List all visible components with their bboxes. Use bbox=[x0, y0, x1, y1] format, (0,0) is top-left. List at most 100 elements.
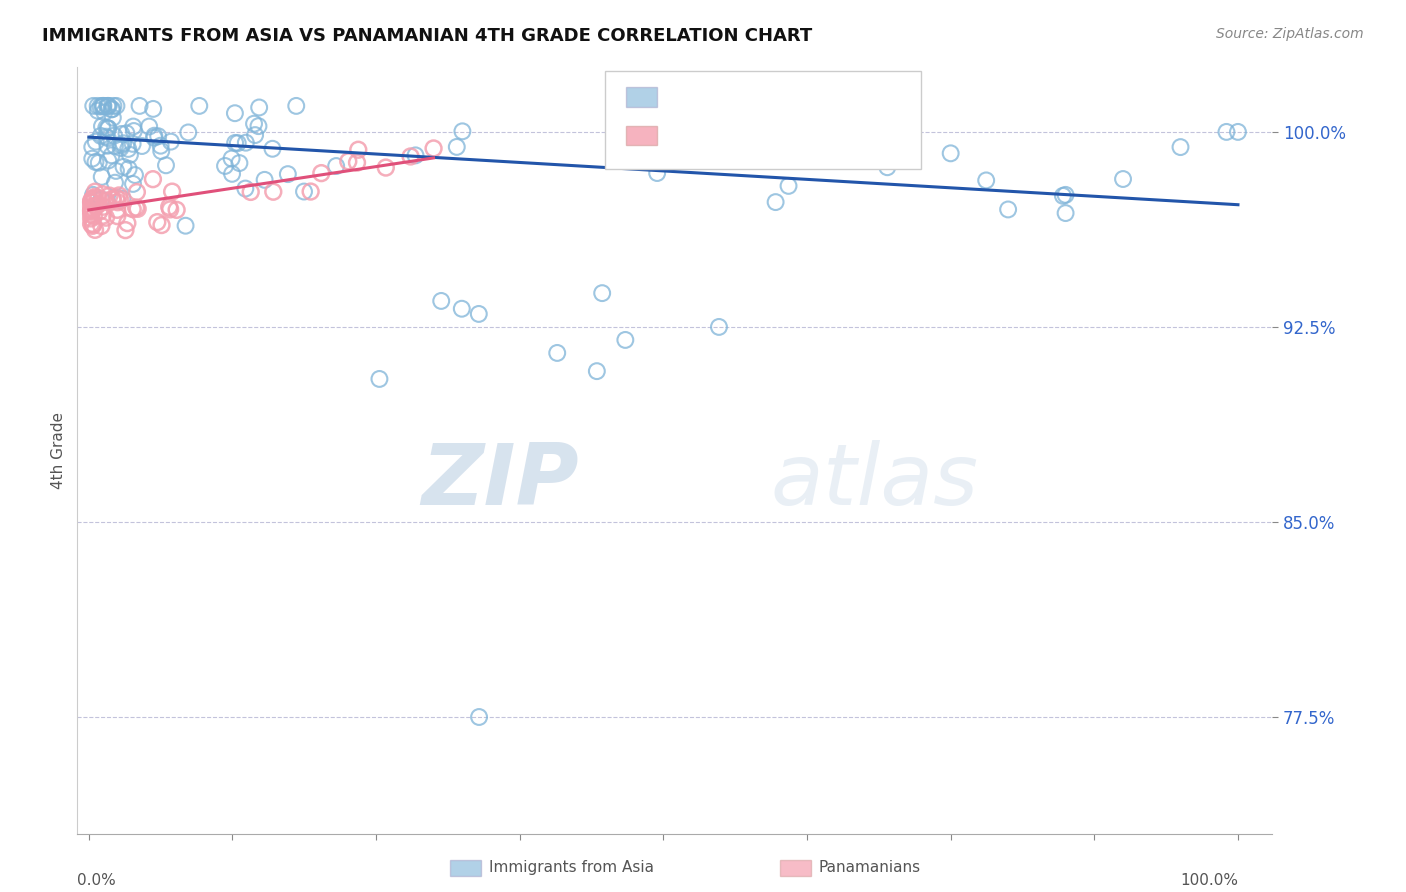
Point bbox=[87, 191, 110, 205]
Point bbox=[91, 187, 114, 202]
Point bbox=[399, 149, 422, 163]
Point bbox=[117, 142, 139, 156]
Point bbox=[80, 202, 103, 217]
Point bbox=[277, 167, 299, 181]
Point bbox=[166, 202, 188, 217]
Point bbox=[224, 106, 246, 120]
Point bbox=[614, 333, 637, 347]
Point bbox=[84, 199, 107, 213]
Point bbox=[160, 135, 183, 149]
Point bbox=[101, 102, 124, 116]
Point bbox=[374, 161, 396, 175]
Point bbox=[150, 144, 173, 158]
Point bbox=[86, 199, 108, 213]
Text: Source: ZipAtlas.com: Source: ZipAtlas.com bbox=[1216, 27, 1364, 41]
Point bbox=[311, 166, 333, 180]
Point bbox=[150, 218, 173, 232]
Point bbox=[146, 215, 169, 229]
Point bbox=[707, 320, 730, 334]
Point bbox=[96, 138, 118, 153]
Point bbox=[235, 136, 257, 150]
Point bbox=[1052, 189, 1074, 203]
Text: N = 62: N = 62 bbox=[801, 127, 869, 145]
Point bbox=[91, 99, 114, 113]
Point bbox=[82, 192, 104, 206]
Point bbox=[110, 193, 132, 207]
Text: Immigrants from Asia: Immigrants from Asia bbox=[489, 861, 654, 875]
Point bbox=[104, 176, 127, 190]
Point bbox=[84, 185, 107, 199]
Point bbox=[80, 203, 103, 218]
Point bbox=[1054, 206, 1077, 220]
Point bbox=[405, 148, 427, 162]
Point bbox=[325, 159, 347, 173]
Point bbox=[118, 148, 141, 162]
Point bbox=[84, 223, 107, 237]
Point bbox=[91, 209, 114, 223]
Point bbox=[239, 185, 262, 199]
Point bbox=[96, 99, 118, 113]
Point bbox=[97, 99, 120, 113]
Point bbox=[1054, 187, 1077, 202]
Point bbox=[143, 130, 166, 145]
Point bbox=[299, 185, 322, 199]
Point bbox=[101, 193, 124, 207]
Point bbox=[346, 155, 368, 169]
Point bbox=[115, 126, 138, 140]
Point bbox=[546, 346, 568, 360]
Point bbox=[347, 143, 370, 157]
Point bbox=[128, 99, 150, 113]
Point bbox=[94, 211, 117, 225]
Point bbox=[177, 125, 200, 139]
Point bbox=[468, 307, 491, 321]
Point bbox=[104, 164, 127, 178]
Point bbox=[122, 120, 145, 134]
Point bbox=[422, 141, 444, 155]
Point bbox=[1226, 125, 1249, 139]
Point bbox=[262, 185, 284, 199]
Point bbox=[1112, 172, 1135, 186]
Point bbox=[112, 160, 135, 174]
Point bbox=[90, 219, 112, 233]
Point bbox=[108, 188, 131, 202]
Point bbox=[876, 160, 898, 174]
Point bbox=[107, 195, 129, 210]
Point bbox=[778, 178, 800, 193]
Point bbox=[105, 209, 128, 223]
Point bbox=[84, 155, 107, 169]
Point bbox=[450, 301, 472, 316]
Point bbox=[159, 202, 181, 217]
Point bbox=[97, 121, 120, 136]
Point bbox=[121, 202, 143, 216]
Point bbox=[83, 210, 105, 224]
Point bbox=[80, 195, 103, 210]
Point bbox=[974, 173, 997, 187]
Text: R =  0.552: R = 0.552 bbox=[665, 127, 769, 145]
Point bbox=[80, 204, 103, 219]
Point bbox=[97, 131, 120, 145]
Point bbox=[80, 217, 103, 231]
Point bbox=[114, 223, 136, 237]
Point bbox=[83, 190, 105, 204]
Point bbox=[83, 192, 105, 206]
Point bbox=[89, 204, 111, 219]
Point bbox=[765, 195, 787, 210]
Text: IMMIGRANTS FROM ASIA VS PANAMANIAN 4TH GRADE CORRELATION CHART: IMMIGRANTS FROM ASIA VS PANAMANIAN 4TH G… bbox=[42, 27, 813, 45]
Point bbox=[94, 194, 117, 208]
Point bbox=[96, 120, 118, 135]
Point bbox=[86, 99, 108, 113]
Point bbox=[451, 124, 474, 138]
Point bbox=[82, 202, 104, 217]
Point bbox=[337, 154, 360, 169]
Point bbox=[142, 102, 165, 116]
Text: 100.0%: 100.0% bbox=[1180, 873, 1237, 888]
Point bbox=[82, 140, 104, 154]
Point bbox=[262, 142, 284, 156]
Text: N = 113: N = 113 bbox=[801, 88, 882, 106]
Point bbox=[122, 177, 145, 191]
Text: atlas: atlas bbox=[770, 440, 979, 523]
Point bbox=[430, 293, 453, 308]
Point bbox=[155, 158, 177, 172]
Point bbox=[138, 120, 160, 134]
Point bbox=[127, 202, 149, 216]
